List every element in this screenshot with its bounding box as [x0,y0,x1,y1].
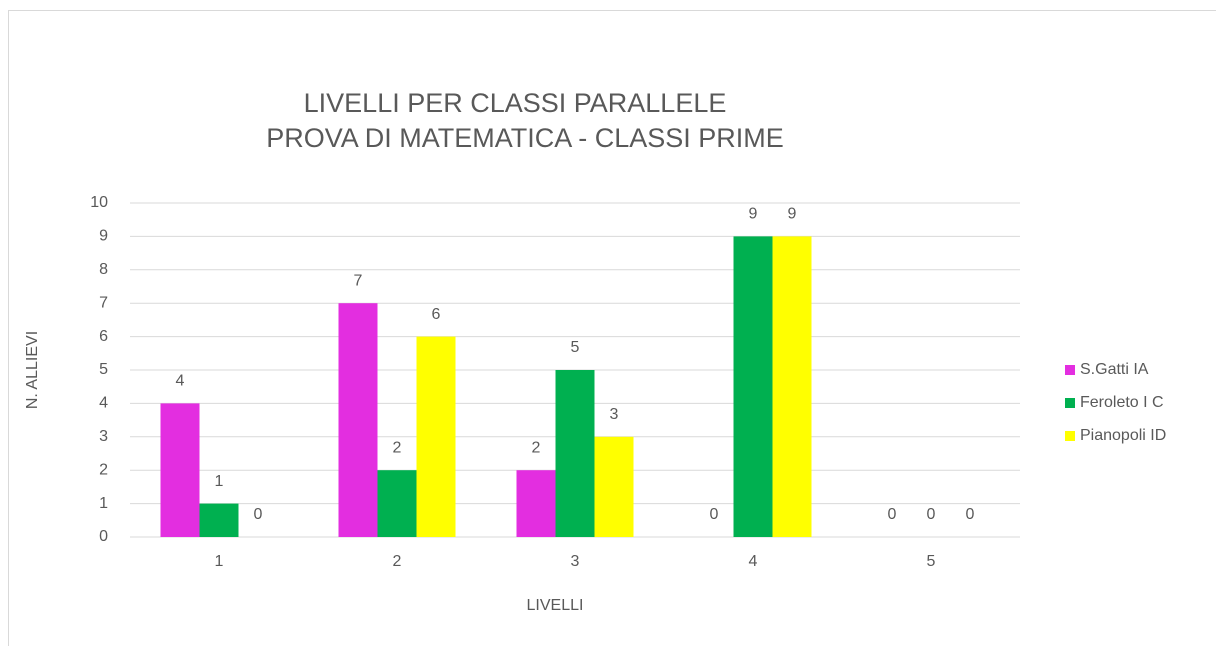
y-tick-label: 4 [99,395,108,412]
bar [772,236,812,537]
legend-label: S.Gatti IA [1080,361,1149,378]
data-label: 9 [788,206,797,223]
x-axis-label: LIVELLI [527,597,584,614]
x-tick-label: 4 [749,553,758,570]
chart-title: PROVA DI MATEMATICA - CLASSI PRIME [266,123,784,153]
bar [377,470,417,537]
bar [594,436,634,537]
data-label: 2 [393,439,402,456]
y-tick-label: 3 [99,428,108,445]
y-tick-label: 7 [99,294,108,311]
legend-swatch [1065,398,1075,408]
y-tick-label: 2 [99,461,108,478]
chart-frame [8,10,1216,646]
bar [733,236,773,537]
data-label: 1 [215,473,224,490]
bar [160,403,200,537]
data-label: 6 [432,306,441,323]
y-tick-label: 8 [99,261,108,278]
y-tick-label: 9 [99,228,108,245]
data-label: 2 [532,439,541,456]
bar [555,370,595,537]
data-label: 9 [749,206,758,223]
data-label: 0 [966,506,975,523]
x-tick-label: 5 [927,553,936,570]
y-axis-label: N. ALLIEVI [24,331,41,409]
data-label: 5 [571,339,580,356]
bar [416,336,456,537]
y-tick-label: 5 [99,361,108,378]
x-tick-label: 2 [393,553,402,570]
legend-label: Pianopoli ID [1080,427,1166,444]
x-tick-label: 3 [571,553,580,570]
y-tick-label: 1 [99,495,108,512]
data-label: 7 [354,272,363,289]
data-label: 0 [927,506,936,523]
y-tick-label: 10 [90,194,108,211]
data-label: 0 [888,506,897,523]
bar [516,470,556,537]
bar [338,303,378,537]
y-tick-label: 0 [99,528,108,545]
data-label: 0 [254,506,263,523]
legend-swatch [1065,365,1075,375]
x-tick-label: 1 [215,553,224,570]
legend-swatch [1065,431,1075,441]
chart-title: LIVELLI PER CLASSI PARALLELE [304,88,727,118]
data-label: 3 [610,406,619,423]
legend-label: Feroleto I C [1080,394,1164,411]
data-label: 0 [710,506,719,523]
y-tick-label: 6 [99,328,108,345]
data-label: 4 [176,373,185,390]
bar [199,503,239,537]
